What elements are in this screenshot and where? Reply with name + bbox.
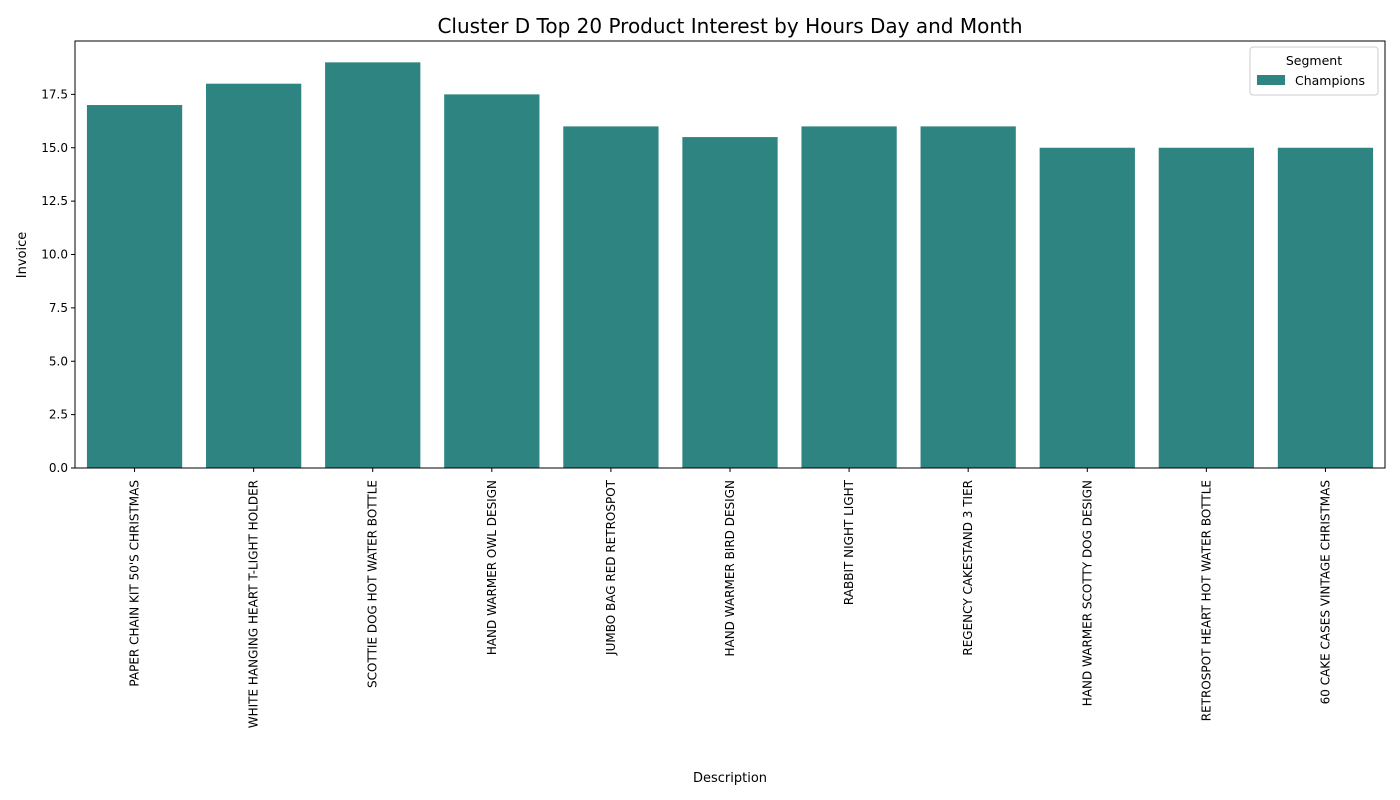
bar-3	[444, 94, 540, 468]
bar-7	[920, 126, 1016, 469]
bar-1	[206, 83, 302, 468]
y-tick-label: 2.5	[49, 408, 68, 422]
y-tick-label: 7.5	[49, 301, 68, 315]
plot-area	[74, 40, 1386, 469]
x-tick-label: JUMBO BAG RED RETROSPOT	[604, 479, 618, 656]
bar-4	[563, 126, 659, 469]
x-tick-label: HAND WARMER BIRD DESIGN	[723, 480, 737, 657]
y-axis: 0.0 2.5 5.0 7.5 10.0 12.5 15.0 17.5	[41, 87, 75, 475]
bar-6	[801, 126, 897, 469]
y-tick-label: 12.5	[41, 194, 68, 208]
y-tick-label: 5.0	[49, 354, 68, 368]
bar-2	[325, 62, 421, 468]
x-axis: PAPER CHAIN KIT 50'S CHRISTMAS WHITE HANG…	[128, 468, 1332, 728]
x-tick-label: 60 CAKE CASES VINTAGE CHRISTMAS	[1318, 480, 1332, 704]
x-axis-label: Description	[693, 771, 767, 786]
chart-title: Cluster D Top 20 Product Interest by Hou…	[437, 14, 1022, 38]
y-tick-label: 0.0	[49, 461, 68, 475]
legend: Segment Champions	[1249, 46, 1379, 96]
y-axis-label: Invoice	[15, 232, 30, 278]
legend-title: Segment	[1286, 53, 1342, 68]
y-tick-label: 15.0	[41, 141, 68, 155]
x-tick-label: PAPER CHAIN KIT 50'S CHRISTMAS	[128, 480, 142, 687]
bar-10	[1277, 147, 1374, 468]
x-tick-label: SCOTTIE DOG HOT WATER BOTTLE	[366, 480, 380, 688]
legend-label-champions: Champions	[1295, 73, 1365, 88]
x-tick-label: HAND WARMER SCOTTY DOG DESIGN	[1080, 480, 1094, 706]
x-tick-label: HAND WARMER OWL DESIGN	[485, 480, 499, 655]
bar-9	[1158, 147, 1254, 468]
x-tick-label: RABBIT NIGHT LIGHT	[842, 479, 856, 605]
legend-swatch-champions	[1257, 75, 1285, 85]
x-tick-label: WHITE HANGING HEART T-LIGHT HOLDER	[247, 480, 261, 728]
bar-8	[1039, 147, 1135, 468]
bar-5	[682, 137, 778, 468]
y-tick-label: 10.0	[41, 248, 68, 262]
bar-0	[86, 105, 183, 469]
x-tick-label: REGENCY CAKESTAND 3 TIER	[961, 480, 975, 656]
x-tick-label: RETROSPOT HEART HOT WATER BOTTLE	[1199, 480, 1213, 721]
y-tick-label: 17.5	[41, 87, 68, 101]
